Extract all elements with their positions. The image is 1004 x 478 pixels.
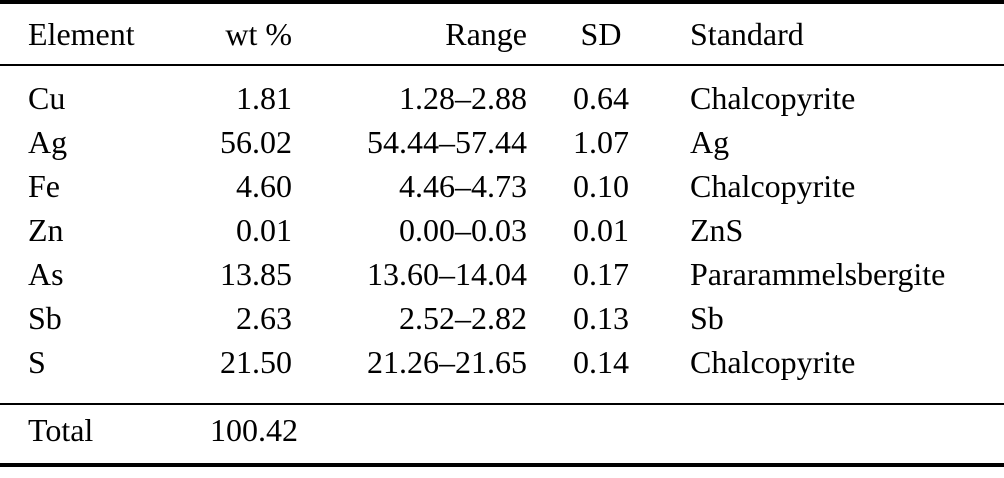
cell-range: 4.46–4.73 [399,168,527,204]
total-row: Total 100.42 [0,404,1004,465]
table-row: Sb 2.63 2.52–2.82 0.13 Sb [0,296,1004,340]
table-row: Cu 1.81 1.28–2.88 0.64 Chalcopyrite [0,76,1004,120]
empty-cell [675,404,1004,465]
cell-sd: 1.07 [573,124,629,160]
cell-wt: 13.85 [220,256,292,292]
table-row: Ag 56.02 54.44–57.44 1.07 Ag [0,120,1004,164]
table-row: Fe 4.60 4.46–4.73 0.10 Chalcopyrite [0,164,1004,208]
header-element: Element [0,2,210,66]
cell-range: 54.44–57.44 [367,124,527,160]
header-standard: Standard [675,2,1004,66]
table-body: Cu 1.81 1.28–2.88 0.64 Chalcopyrite Ag 5… [0,65,1004,404]
table-footer: Total 100.42 [0,404,1004,465]
cell-wt: 21.50 [220,344,292,380]
cell-standard: Chalcopyrite [690,80,856,116]
cell-wt: 2.63 [236,300,292,336]
cell-standard: Chalcopyrite [690,168,856,204]
cell-sd: 0.17 [573,256,629,292]
spacer-row [0,384,1004,404]
header-range: Range [292,2,527,66]
cell-wt: 1.81 [236,80,292,116]
cell-range: 13.60–14.04 [367,256,527,292]
cell-element: Sb [28,300,62,336]
cell-sd: 0.01 [573,212,629,248]
cell-standard: Sb [690,300,724,336]
cell-wt: 4.60 [236,168,292,204]
cell-sd: 0.13 [573,300,629,336]
cell-range: 0.00–0.03 [399,212,527,248]
cell-standard: Pararammelsbergite [690,256,946,292]
cell-sd: 0.10 [573,168,629,204]
cell-element: Fe [28,168,60,204]
empty-cell [527,404,675,465]
cell-standard: Chalcopyrite [690,344,856,380]
composition-table: Element wt % Range SD Standard Cu 1.81 1… [0,0,1004,467]
cell-element: Zn [28,212,64,248]
empty-cell [292,404,527,465]
header-sd: SD [527,2,675,66]
cell-element: As [28,256,64,292]
spacer-row [0,65,1004,76]
cell-element: S [28,344,46,380]
cell-sd: 0.64 [573,80,629,116]
total-value: 100.42 [210,412,298,448]
cell-sd: 0.14 [573,344,629,380]
total-label: Total [28,412,94,448]
cell-standard: Ag [690,124,730,160]
cell-standard: ZnS [690,212,744,248]
cell-element: Cu [28,80,66,116]
cell-wt: 56.02 [220,124,292,160]
table-header: Element wt % Range SD Standard [0,2,1004,66]
table-row: S 21.50 21.26–21.65 0.14 Chalcopyrite [0,340,1004,384]
cell-range: 21.26–21.65 [367,344,527,380]
cell-range: 2.52–2.82 [399,300,527,336]
table-row: Zn 0.01 0.00–0.03 0.01 ZnS [0,208,1004,252]
header-row: Element wt % Range SD Standard [0,2,1004,66]
cell-range: 1.28–2.88 [399,80,527,116]
table-row: As 13.85 13.60–14.04 0.17 Pararammelsber… [0,252,1004,296]
cell-element: Ag [28,124,68,160]
header-wt: wt % [210,2,292,66]
cell-wt: 0.01 [236,212,292,248]
